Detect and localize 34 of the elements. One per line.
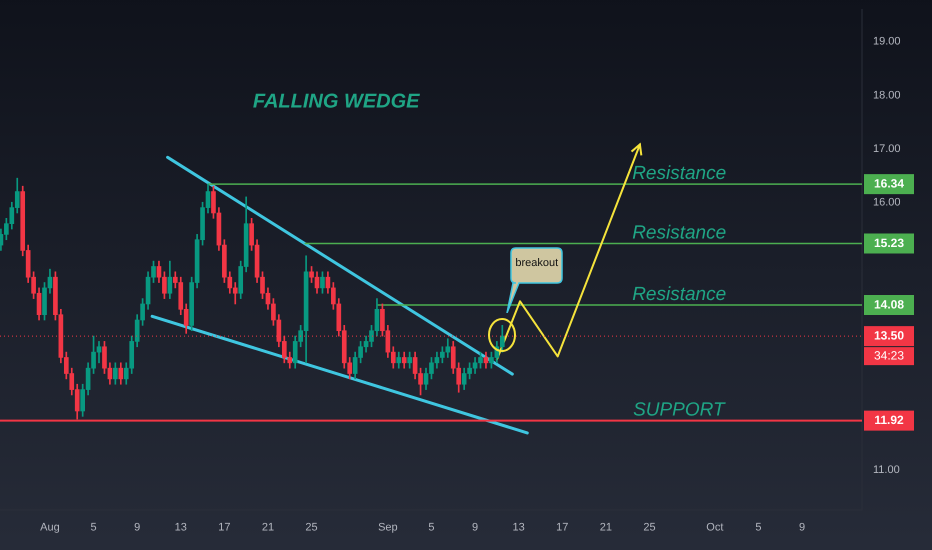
x-tick-label: 13: [512, 522, 525, 534]
text: 34:23: [874, 348, 904, 362]
x-tick-label: 21: [262, 522, 274, 534]
x-tick-label: 13: [174, 522, 187, 534]
annotation: Resistance: [632, 162, 726, 184]
annotation: Resistance: [632, 222, 726, 244]
ref-line-label: 11.92: [874, 412, 904, 427]
x-tick-label: 5: [428, 522, 435, 534]
x-tick-label: 5: [755, 522, 762, 534]
x-tick-label: 25: [305, 522, 318, 534]
y-tick-label: 16.00: [873, 196, 901, 208]
y-tick-label: 19.00: [873, 36, 901, 48]
y-tick-label: 17.00: [873, 142, 901, 155]
annotation: breakout: [514, 257, 560, 270]
x-tick-label: 21: [600, 522, 612, 534]
data-label: 14.08: [874, 297, 904, 312]
x-tick-label: 17: [556, 522, 568, 534]
text: FALLING WEDGE: [252, 90, 420, 113]
data-label: 15.23: [874, 236, 904, 250]
y-tick-label: 18.00: [873, 89, 901, 102]
y-tick-label: 11.00: [873, 464, 900, 476]
annotation: Resistance: [632, 284, 726, 305]
x-tick-label: 25: [643, 522, 656, 534]
x-tick-label: Aug: [40, 522, 60, 534]
x-tick-label: Oct: [706, 522, 724, 534]
data-label: 16.34: [874, 176, 904, 190]
ref-line-label: 13.50: [874, 328, 904, 342]
x-tick-label: 5: [90, 522, 97, 534]
x-tick-label: 9: [798, 522, 806, 534]
x-tick-label: 17: [218, 522, 230, 534]
x-tick-label: 9: [134, 522, 140, 534]
annotation: SUPPORT: [633, 399, 726, 420]
x-tick-label: 9: [472, 522, 478, 534]
x-tick-label: Sep: [378, 522, 398, 534]
